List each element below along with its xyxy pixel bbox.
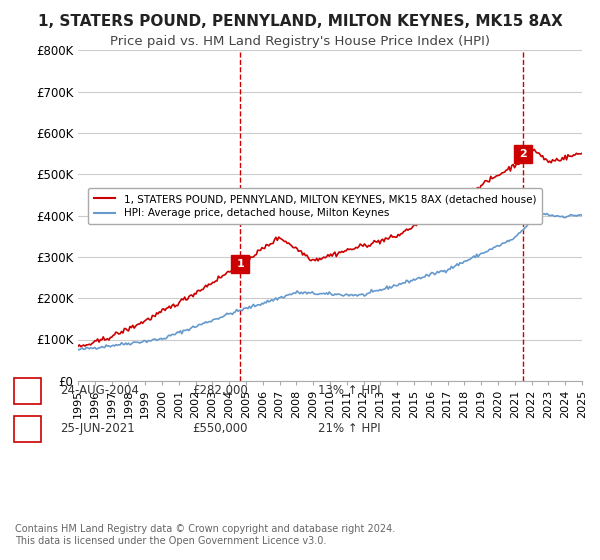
Text: 2: 2 (520, 148, 527, 158)
Text: 13% ↑ HPI: 13% ↑ HPI (318, 384, 380, 398)
Text: 1: 1 (236, 259, 244, 269)
Text: 25-JUN-2021: 25-JUN-2021 (60, 422, 135, 436)
Text: £550,000: £550,000 (192, 422, 248, 436)
Text: 24-AUG-2004: 24-AUG-2004 (60, 384, 139, 398)
Text: Contains HM Land Registry data © Crown copyright and database right 2024.
This d: Contains HM Land Registry data © Crown c… (15, 524, 395, 546)
Legend: 1, STATERS POUND, PENNYLAND, MILTON KEYNES, MK15 8AX (detached house), HPI: Aver: 1, STATERS POUND, PENNYLAND, MILTON KEYN… (88, 188, 542, 225)
Text: Price paid vs. HM Land Registry's House Price Index (HPI): Price paid vs. HM Land Registry's House … (110, 35, 490, 48)
Text: 21% ↑ HPI: 21% ↑ HPI (318, 422, 380, 436)
Text: 1, STATERS POUND, PENNYLAND, MILTON KEYNES, MK15 8AX: 1, STATERS POUND, PENNYLAND, MILTON KEYN… (38, 14, 562, 29)
Text: £282,000: £282,000 (192, 384, 248, 398)
Text: 2: 2 (23, 422, 32, 436)
Text: 1: 1 (23, 384, 32, 398)
